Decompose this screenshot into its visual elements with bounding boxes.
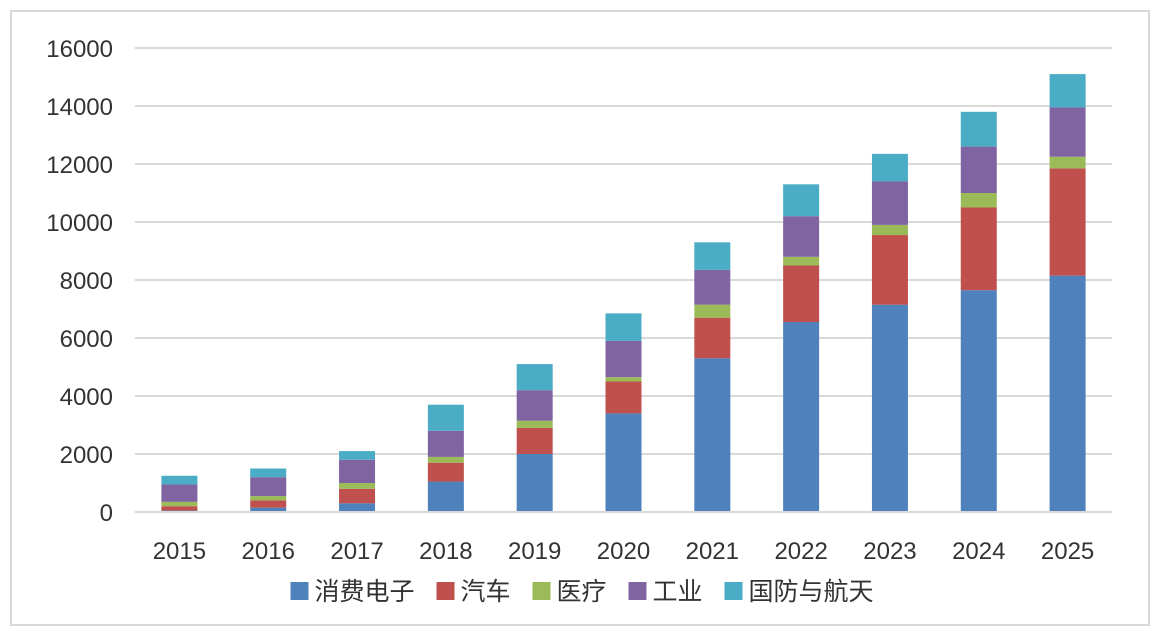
x-tick-label: 2023 xyxy=(863,538,916,565)
bar-segment xyxy=(960,146,997,193)
bar-segment xyxy=(427,456,464,463)
bar-segment xyxy=(427,462,464,482)
bar-segment xyxy=(516,427,553,454)
bar-segment xyxy=(783,216,820,257)
bar-segment xyxy=(250,496,287,501)
gridlines xyxy=(135,47,1112,455)
bar-segment xyxy=(1049,74,1086,108)
bar-segment xyxy=(1049,168,1086,276)
bar-segment xyxy=(1049,275,1086,512)
legend-swatch xyxy=(290,582,309,600)
legend-label: 工业 xyxy=(653,578,703,606)
bar-segment xyxy=(427,481,464,512)
bar-segment xyxy=(339,451,376,460)
bar-segment xyxy=(516,390,553,421)
x-tick-label: 2018 xyxy=(419,538,472,565)
bar-segment xyxy=(694,269,731,305)
x-tick-label: 2024 xyxy=(952,538,1005,565)
bar-segment xyxy=(694,317,731,359)
y-tick-label: 2000 xyxy=(60,442,113,469)
legend-label: 汽车 xyxy=(461,578,511,606)
legend-label: 国防与航天 xyxy=(749,578,874,606)
bar-segment xyxy=(250,477,287,497)
x-tick-label: 2020 xyxy=(597,538,650,565)
x-tick-label: 2017 xyxy=(330,538,383,565)
legend: 消费电子 汽车 医疗 工业 国防与航天 xyxy=(290,578,874,606)
y-tick-label: 4000 xyxy=(60,384,113,411)
bar-segment xyxy=(694,358,731,512)
y-tick-label: 0 xyxy=(100,500,113,527)
bar-segment xyxy=(161,501,198,507)
bar-segment xyxy=(339,488,376,504)
bar-segment xyxy=(694,242,731,270)
bar-segment xyxy=(516,364,553,391)
bar-segment xyxy=(605,377,642,382)
bar-segment xyxy=(250,468,287,478)
bar-segment xyxy=(605,381,642,414)
y-axis-ticks: 0 2000 4000 6000 8000 10000 12000 14000 16000 xyxy=(46,36,113,527)
bar-segment xyxy=(516,454,553,512)
bar-segment xyxy=(250,500,287,508)
x-tick-label: 2015 xyxy=(153,538,206,565)
y-tick-label: 8000 xyxy=(60,268,113,295)
x-tick-label: 2025 xyxy=(1041,538,1094,565)
y-tick-label: 12000 xyxy=(46,152,113,179)
x-tick-label: 2016 xyxy=(242,538,295,565)
bar-segment xyxy=(783,322,820,512)
bar-segment xyxy=(960,111,997,147)
bar-segment xyxy=(339,503,376,512)
y-tick-label: 10000 xyxy=(46,210,113,237)
bar-segment xyxy=(250,507,287,512)
bar-segment xyxy=(339,483,376,489)
bar-segment xyxy=(783,256,820,266)
bar-segment xyxy=(605,313,642,341)
y-tick-label: 14000 xyxy=(46,94,113,121)
bar-segment xyxy=(783,184,820,217)
bar-segment xyxy=(339,459,376,483)
x-tick-label: 2022 xyxy=(774,538,827,565)
bar-segment xyxy=(871,181,908,225)
bar-segment xyxy=(960,207,997,291)
legend-swatch xyxy=(532,582,551,600)
bar-segment xyxy=(960,193,997,208)
bar-segment xyxy=(161,475,198,485)
bar-segment xyxy=(871,224,908,236)
bar-segment xyxy=(783,265,820,323)
bars xyxy=(161,74,1086,512)
bar-segment xyxy=(871,153,908,182)
legend-label: 消费电子 xyxy=(315,578,415,606)
bar-segment xyxy=(960,290,997,512)
x-axis-ticks: 2015 2016 2017 2018 2019 2020 2021 2022 2023 2024… xyxy=(153,538,1095,565)
legend-swatch xyxy=(628,582,647,600)
bar-segment xyxy=(605,413,642,512)
bar-segment xyxy=(871,235,908,305)
y-tick-label: 16000 xyxy=(46,36,113,63)
bar-segment xyxy=(871,304,908,512)
bar-segment xyxy=(516,420,553,428)
chart-frame xyxy=(10,10,1150,626)
legend-swatch xyxy=(724,582,743,600)
y-tick-label: 6000 xyxy=(60,326,113,353)
bar-segment xyxy=(694,304,731,318)
legend-swatch xyxy=(436,582,455,600)
bar-segment xyxy=(427,404,464,431)
x-tick-label: 2021 xyxy=(686,538,739,565)
bar-segment xyxy=(1049,156,1086,169)
bar-segment xyxy=(1049,107,1086,157)
x-tick-label: 2019 xyxy=(508,538,561,565)
legend-label: 医疗 xyxy=(557,578,607,606)
bar-segment xyxy=(161,506,198,511)
bar-segment xyxy=(427,430,464,457)
bar-segment xyxy=(161,484,198,502)
bar-segment xyxy=(605,340,642,378)
